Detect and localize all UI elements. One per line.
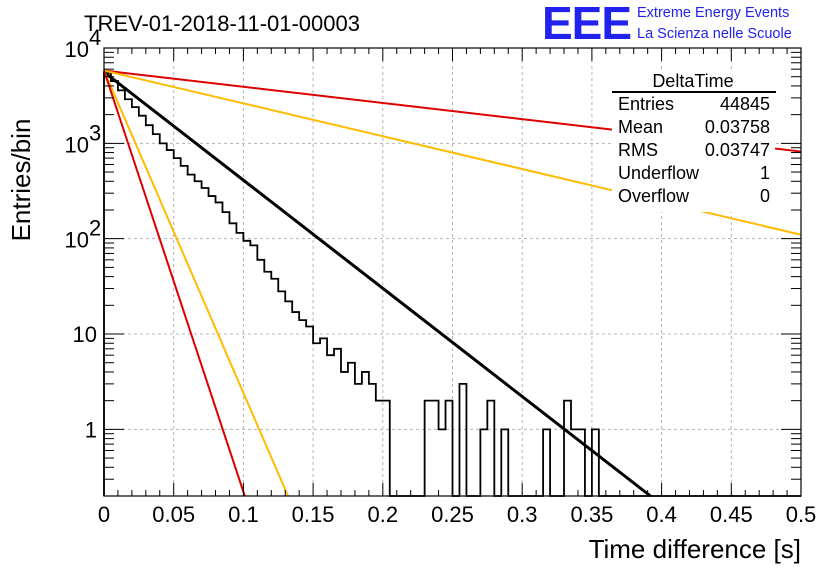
y-tick-exponent: 4 <box>89 25 101 50</box>
y-tick-exponent: 3 <box>89 120 101 145</box>
y-tick-label: 10 2 <box>65 216 102 253</box>
stats-value-overflow: 0 <box>760 186 770 206</box>
fit-curve-3 <box>103 70 289 497</box>
stats-label-mean: Mean <box>618 117 663 137</box>
y-tick-mantissa: 10 <box>65 228 89 253</box>
x-tick-labels: 0 0.05 0.1 0.15 0.2 0.25 0.3 0.35 0.4 0.45 0.5 <box>98 502 816 527</box>
x-tick-label: 0.45 <box>710 502 753 527</box>
stats-title: DeltaTime <box>652 71 733 91</box>
x-axis-title: Time difference [s] <box>589 534 801 564</box>
x-tick-label: 0.4 <box>646 502 677 527</box>
stats-label-rms: RMS <box>618 140 658 160</box>
stats-box: DeltaTime Entries 44845 Mean 0.03758 RMS… <box>612 71 776 212</box>
x-tick-label: 0.2 <box>368 502 399 527</box>
y-tick-label: 10 3 <box>65 120 102 157</box>
stats-value-mean: 0.03758 <box>705 117 770 137</box>
stats-label-overflow: Overflow <box>618 186 690 206</box>
plot-title: TREV-01-2018-11-01-00003 <box>84 11 360 36</box>
stats-value-underflow: 1 <box>760 163 770 183</box>
stats-value-entries: 44845 <box>720 94 770 114</box>
x-tick-label: 0.5 <box>786 502 817 527</box>
stats-box-bg <box>612 72 775 212</box>
logo-line2: La Scienza nelle Scuole <box>637 26 792 42</box>
stats-label-underflow: Underflow <box>618 163 700 183</box>
eee-logo: EEE Extreme Energy Events La Scienza nel… <box>542 0 792 49</box>
fit-curve-4 <box>103 70 246 497</box>
x-tick-label: 0.25 <box>431 502 474 527</box>
fit-curve-0 <box>103 70 652 498</box>
x-tick-label: 0.15 <box>292 502 335 527</box>
y-tick-mantissa: 10 <box>65 132 89 157</box>
x-tick-label: 0 <box>98 502 110 527</box>
y-tick-label: 10 4 <box>65 25 102 62</box>
stats-value-rms: 0.03747 <box>705 140 770 160</box>
logo-mark: EEE <box>542 0 631 49</box>
stats-label-entries: Entries <box>618 94 674 114</box>
x-tick-label: 0.35 <box>570 502 613 527</box>
logo-line1: Extreme Energy Events <box>637 5 789 21</box>
y-tick-mantissa: 10 <box>65 37 89 62</box>
y-tick-exponent: 2 <box>89 216 101 241</box>
axis-ticks <box>103 47 802 497</box>
x-tick-label: 0.3 <box>507 502 538 527</box>
y-axis-title: Entries/bin <box>6 119 36 242</box>
y-tick-label: 1 <box>85 417 97 442</box>
y-tick-label: 10 <box>73 322 97 347</box>
x-tick-label: 0.05 <box>152 502 195 527</box>
y-tick-mantissa: 10 <box>73 322 97 347</box>
y-tick-mantissa: 1 <box>85 417 97 442</box>
x-tick-label: 0.1 <box>228 502 259 527</box>
